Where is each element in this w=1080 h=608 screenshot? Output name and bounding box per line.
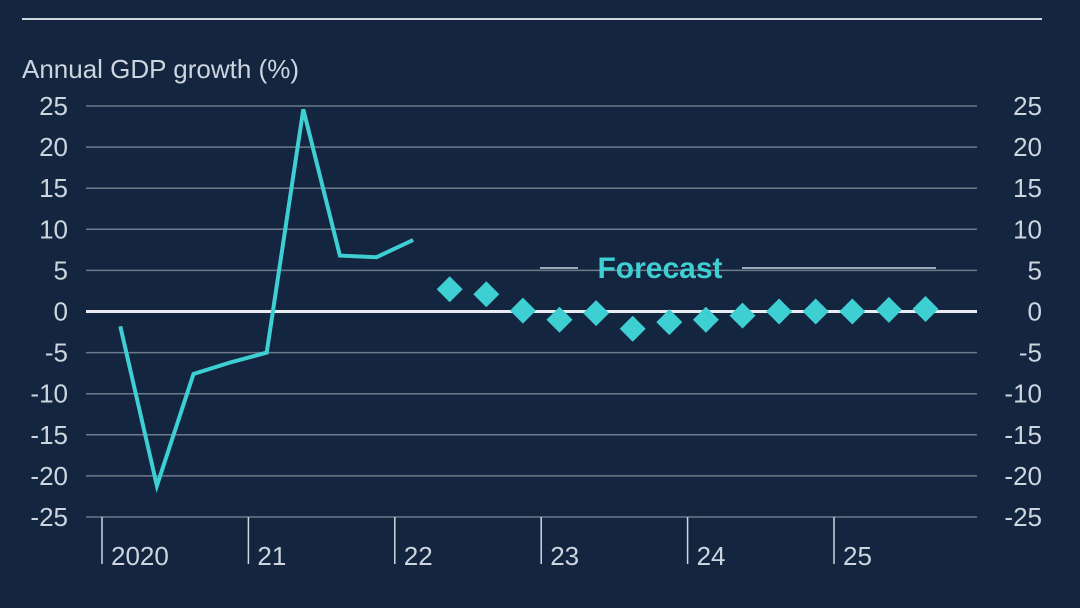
y-tick-label-right: 5 — [1028, 255, 1042, 285]
forecast-marker — [766, 298, 793, 325]
y-tick-label-left: -20 — [30, 461, 68, 491]
forecast-marker — [729, 302, 756, 329]
forecast-marker — [692, 306, 719, 333]
annotations: Forecast — [540, 252, 936, 285]
y-tick-label-left: -25 — [30, 502, 68, 532]
y-tick-label-left: -15 — [30, 420, 68, 450]
y-tick-label-right: -15 — [1004, 420, 1042, 450]
forecast-marker — [875, 296, 902, 323]
forecast-label: Forecast — [597, 252, 722, 285]
y-tick-label-left: 15 — [39, 173, 68, 203]
y-tick-label-left: 20 — [39, 132, 68, 162]
x-tick-label: 25 — [843, 541, 872, 571]
y-tick-label-right: -20 — [1004, 461, 1042, 491]
y-tick-label-right: 15 — [1013, 173, 1042, 203]
y-tick-label-right: -25 — [1004, 502, 1042, 532]
gdp-growth-line — [118, 108, 414, 494]
forecast-marker — [839, 298, 866, 325]
x-tick-label: 23 — [550, 541, 579, 571]
x-tick-label: 22 — [404, 541, 433, 571]
y-tick-label-right: 25 — [1013, 91, 1042, 121]
forecast-marker — [546, 306, 573, 333]
forecast-marker — [619, 315, 646, 342]
forecast-marker — [583, 300, 610, 327]
y-axis-title: Annual GDP growth (%) — [22, 54, 299, 84]
x-tick-label: 21 — [257, 541, 286, 571]
x-tick-label: 2020 — [111, 541, 169, 571]
forecast-marker — [509, 297, 536, 324]
y-tick-label-left: -5 — [45, 338, 68, 368]
y-tick-label-left: -10 — [30, 379, 68, 409]
forecast-marker — [802, 298, 829, 325]
y-tick-label-right: 20 — [1013, 132, 1042, 162]
y-tick-label-right: -5 — [1019, 338, 1042, 368]
x-tick-label: 24 — [697, 541, 726, 571]
forecast-marker — [436, 276, 463, 303]
y-tick-label-right: 0 — [1028, 297, 1042, 327]
y-tick-label-left: 10 — [39, 214, 68, 244]
forecast-marker — [473, 281, 500, 308]
y-tick-label-right: 10 — [1013, 214, 1042, 244]
series — [118, 108, 939, 494]
y-tick-label-left: 0 — [54, 297, 68, 327]
y-tick-label-left: 5 — [54, 255, 68, 285]
forecast-marker — [656, 309, 683, 336]
y-tick-label-right: -10 — [1004, 379, 1042, 409]
forecast-marker — [912, 296, 939, 323]
y-tick-label-left: 25 — [39, 91, 68, 121]
